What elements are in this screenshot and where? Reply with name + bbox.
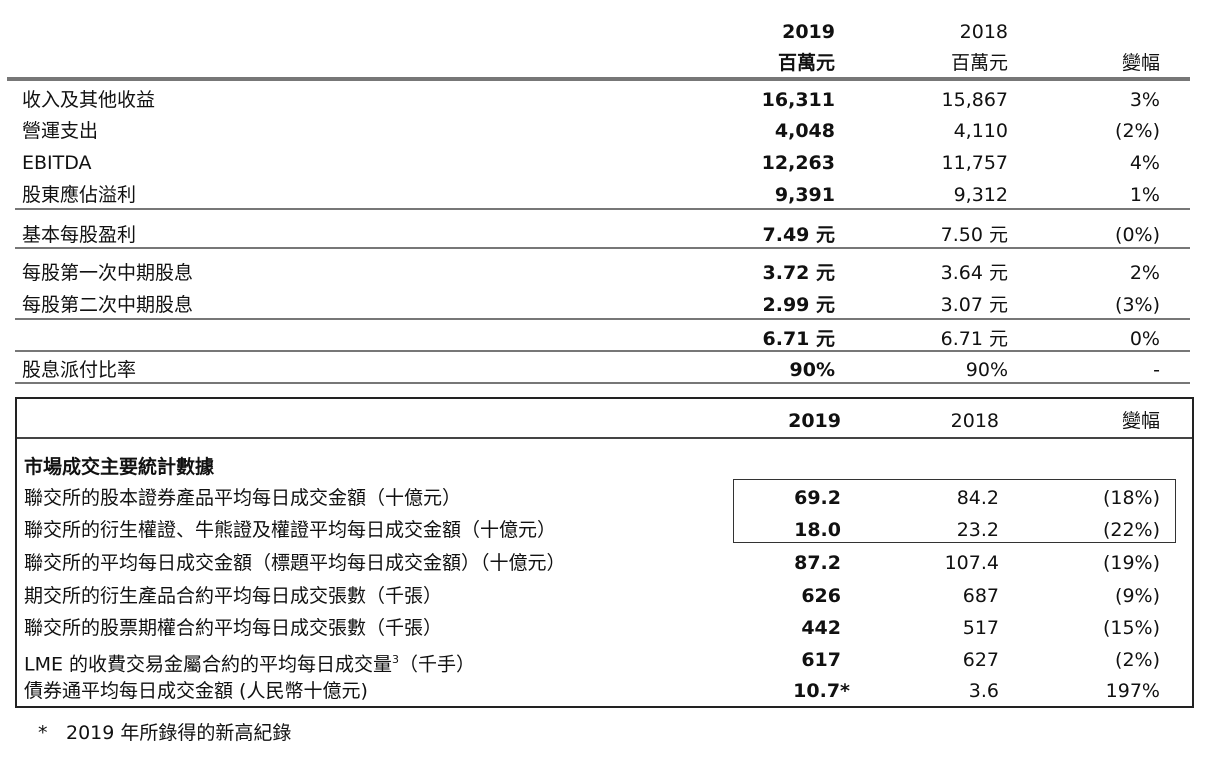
summary-row-change: (2%): [1115, 120, 1160, 142]
market-row-label: 聯交所的股本證券產品平均每日成交金額（十億元）: [24, 486, 461, 510]
market-header-2018: 2018: [950, 410, 999, 432]
market-row-label: LME 的收費交易金屬合約的平均每日成交量3（千手）: [24, 648, 475, 676]
summary-row-change: 4%: [1129, 152, 1160, 174]
footnote-ref: 3: [392, 653, 400, 666]
market-row-change: (15%): [1102, 617, 1160, 639]
market-row-2019: 69.2: [794, 487, 841, 509]
market-row-label-text: 聯交所的衍生權證、牛熊證及權證平均每日成交金額（十億元）: [24, 519, 557, 541]
summary-row-change: (0%): [1115, 224, 1160, 246]
summary-row-label: 收入及其他收益: [22, 89, 156, 111]
summary-row-2019: 4,048: [774, 120, 835, 142]
market-row-2018: 3.6: [968, 680, 999, 702]
summary-row-2019: 9,391: [774, 184, 835, 206]
summary-row-2018: 6.71 元: [940, 328, 1008, 350]
market-row-2018: 84.2: [956, 487, 999, 509]
summary-row-label: 每股第一次中期股息: [22, 262, 194, 284]
market-row-2018: 687: [962, 585, 999, 607]
market-row-2018: 517: [962, 617, 999, 639]
market-row-change: 197%: [1105, 680, 1160, 702]
summary-row-change: 0%: [1129, 328, 1160, 350]
market-row-label: 債券通平均每日成交金額 (人民幣十億元): [24, 679, 368, 703]
market-row-2018: 627: [962, 649, 999, 671]
summary-row-label: 股息派付比率: [22, 359, 137, 381]
header-unit-2019: 百萬元: [777, 52, 835, 74]
summary-row-2018: 3.07 元: [940, 294, 1008, 316]
market-stats-box: [15, 397, 1194, 708]
market-row-2018: 107.4: [944, 552, 999, 574]
market-row-label-text: 聯交所的股本證券產品平均每日成交金額（十億元）: [24, 487, 462, 509]
summary-row-2019: 90%: [789, 359, 835, 381]
market-header-change: 變幅: [1121, 410, 1160, 432]
market-row-label-text: 聯交所的股票期權合約平均每日成交張數（千張）: [24, 617, 443, 639]
summary-row-2018: 11,757: [941, 152, 1008, 174]
summary-row-label: EBITDA: [22, 152, 92, 174]
market-section-title: 市場成交主要統計數據: [24, 456, 215, 478]
row-divider: [15, 382, 1190, 384]
summary-row-2019: 2.99 元: [762, 294, 836, 316]
summary-row-label: 基本每股盈利: [22, 224, 137, 246]
market-row-2019: 87.2: [794, 552, 841, 574]
market-row-2019: 617: [801, 649, 841, 671]
market-row-label-text: 聯交所的平均每日成交金額（標題平均每日成交金額）（十億元）: [24, 552, 566, 574]
market-row-change: (9%): [1115, 585, 1160, 607]
footnote-marker: *: [38, 722, 48, 744]
summary-row-label: 每股第二次中期股息: [22, 294, 194, 316]
summary-row-label: 營運支出: [22, 120, 99, 142]
summary-row-change: (3%): [1115, 294, 1160, 316]
summary-row-2018: 90%: [965, 359, 1008, 381]
market-row-label: 聯交所的平均每日成交金額（標題平均每日成交金額）（十億元）: [24, 551, 566, 575]
header-unit-2018: 百萬元: [950, 52, 1008, 74]
summary-row-2019: 12,263: [761, 152, 835, 174]
header-2019: 2019: [782, 21, 835, 43]
footnote-text: 2019 年所錄得的新高紀錄: [66, 722, 292, 744]
row-divider: [15, 350, 1190, 352]
market-row-label: 聯交所的股票期權合約平均每日成交張數（千張）: [24, 616, 442, 640]
row-divider: [15, 247, 1190, 249]
market-row-2018: 23.2: [956, 519, 999, 541]
header-2018: 2018: [959, 21, 1008, 43]
market-row-2019: 10.7*: [793, 680, 850, 702]
summary-row-2018: 7.50 元: [940, 224, 1008, 246]
summary-row-2018: 3.64 元: [940, 262, 1008, 284]
market-row-label-suffix: （千手）: [399, 653, 476, 676]
summary-row-2018: 15,867: [941, 89, 1008, 111]
summary-row-label: 股東應佔溢利: [22, 184, 137, 206]
summary-row-2019: 7.49 元: [762, 224, 836, 246]
market-row-label: 聯交所的衍生權證、牛熊證及權證平均每日成交金額（十億元）: [24, 518, 556, 542]
summary-row-2018: 4,110: [953, 120, 1008, 142]
summary-row-change: 1%: [1129, 184, 1160, 206]
header-divider: [7, 77, 1190, 81]
market-row-label-text: 期交所的衍生產品合約平均每日成交張數（千張）: [24, 585, 443, 607]
market-row-change: (19%): [1102, 552, 1160, 574]
summary-row-2019: 3.72 元: [762, 262, 836, 284]
market-row-change: (2%): [1115, 649, 1160, 671]
market-row-change: (18%): [1102, 487, 1160, 509]
highlight-box: [733, 479, 1176, 543]
market-row-change: (22%): [1102, 519, 1160, 541]
market-row-2019: 442: [801, 617, 841, 639]
market-row-label: 期交所的衍生產品合約平均每日成交張數（千張）: [24, 584, 442, 608]
row-divider: [15, 318, 1190, 320]
row-divider: [15, 208, 1190, 210]
summary-row-change: -: [1153, 359, 1160, 381]
market-row-label-text: LME 的收費交易金屬合約的平均每日成交量: [24, 653, 393, 676]
summary-row-2019: 6.71 元: [762, 328, 836, 350]
summary-row-change: 3%: [1129, 89, 1160, 111]
summary-row-2019: 16,311: [761, 89, 835, 111]
market-row-2019: 626: [801, 585, 841, 607]
market-row-2019: 18.0: [794, 519, 841, 541]
header-change: 變幅: [1121, 52, 1160, 74]
summary-row-change: 2%: [1129, 262, 1160, 284]
market-header-2019: 2019: [788, 410, 841, 432]
market-row-label-text: 債券通平均每日成交金額 (人民幣十億元): [24, 680, 368, 702]
market-header-divider: [17, 437, 1192, 439]
summary-row-2018: 9,312: [953, 184, 1008, 206]
